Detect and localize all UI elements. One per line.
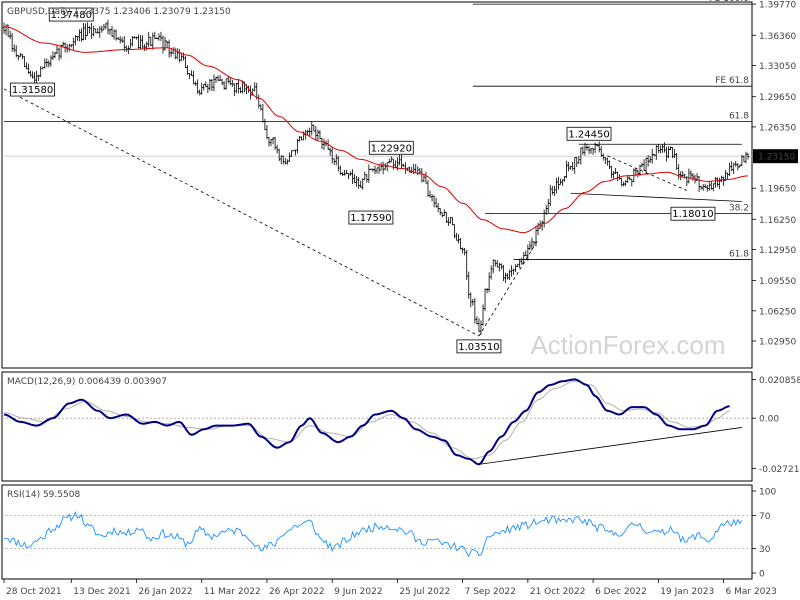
price-annotation-label: 1.03510 bbox=[458, 342, 499, 353]
price-title: GBPUSD,Daily 1.23375 1.23406 1.23079 1.2… bbox=[7, 7, 231, 17]
macd-trendline bbox=[478, 427, 742, 465]
watermark: ActionForex.com bbox=[530, 330, 725, 360]
price-annotation-box bbox=[368, 140, 414, 155]
price-axis-tick-label: 1.26350 bbox=[759, 123, 796, 133]
price-annotation-label: 1.22920 bbox=[371, 143, 412, 154]
current-price-label: 1.23150 bbox=[758, 153, 795, 163]
rsi-axis-tick-label: 100 bbox=[759, 488, 776, 498]
macd-axis-tick-label: 0.020858 bbox=[759, 376, 800, 386]
price-axis-tick-label: 1.29650 bbox=[759, 93, 796, 103]
price-axis-tick-label: 1.06250 bbox=[759, 307, 796, 317]
rsi-axis-tick-label: 0 bbox=[759, 570, 765, 580]
level-label-0: FE 100.0 bbox=[710, 0, 750, 4]
x-axis-tick-label: 13 Dec 2021 bbox=[73, 587, 130, 597]
price-annotation-box bbox=[566, 126, 612, 141]
moving-average-line bbox=[3, 26, 749, 234]
price-axis-tick-label: 1.39770 bbox=[759, 1, 796, 11]
price-annotation-box bbox=[348, 210, 394, 225]
rsi-line bbox=[3, 510, 743, 558]
trendline-1 bbox=[478, 239, 539, 337]
price-annotation-box bbox=[48, 7, 94, 22]
level-label-5: 61.8 bbox=[729, 250, 749, 260]
x-axis-tick-label: 26 Jan 2022 bbox=[138, 587, 192, 597]
price-annotation-label: 1.31580 bbox=[12, 85, 53, 96]
price-panel bbox=[1, 1, 753, 369]
price-axis-tick-label: 1.33050 bbox=[759, 62, 796, 72]
price-annotation-box bbox=[670, 206, 716, 221]
x-axis-tick-label: 11 Mar 2022 bbox=[204, 587, 261, 597]
macd-title: MACD(12,26,9) 0.006439 0.003907 bbox=[7, 377, 167, 387]
price-axis-tick-label: 1.12950 bbox=[759, 246, 796, 256]
macd-axis-tick-label: -0.027213 bbox=[759, 465, 800, 475]
price-annotation-box bbox=[456, 339, 502, 354]
x-axis-tick-label: 19 Jan 2023 bbox=[660, 587, 714, 597]
level-label-1: FE 61.8 bbox=[715, 76, 749, 86]
price-annotation-label: 1.18010 bbox=[672, 209, 713, 220]
x-axis-tick-label: 9 Jun 2022 bbox=[334, 587, 382, 597]
macd-line bbox=[3, 378, 730, 466]
price-axis-tick-label: 1.36360 bbox=[759, 32, 796, 42]
rsi-axis-tick-label: 30 bbox=[759, 545, 771, 555]
level-label-2: 61.8 bbox=[729, 111, 749, 121]
price-annotation-label: 1.24450 bbox=[568, 129, 609, 140]
trendline-0 bbox=[3, 88, 480, 337]
x-axis-tick-label: 25 Jul 2022 bbox=[399, 587, 450, 597]
x-axis-tick-label: 21 Oct 2022 bbox=[530, 587, 586, 597]
price-axis-tick-label: 1.02950 bbox=[759, 338, 796, 348]
level-label-4: 38.2 bbox=[729, 203, 749, 213]
current-price-tag bbox=[753, 149, 798, 164]
rsi-title: RSI(14) 59.5508 bbox=[7, 490, 80, 500]
price-axis-tick-label: 1.09550 bbox=[759, 277, 796, 287]
x-axis-tick-label: 6 Dec 2022 bbox=[595, 587, 647, 597]
x-axis-tick-label: 26 Apr 2022 bbox=[269, 587, 325, 597]
price-annotation-label: 1.17590 bbox=[350, 213, 391, 224]
macd-axis-tick-label: 0.00 bbox=[759, 415, 779, 425]
ohlc-bar bbox=[746, 153, 750, 160]
rsi-axis-tick-label: 70 bbox=[759, 512, 771, 522]
ohlc-bars bbox=[2, 19, 750, 335]
trendline-2 bbox=[607, 155, 688, 191]
x-axis-tick-label: 28 Oct 2021 bbox=[6, 587, 62, 597]
trendline-4 bbox=[570, 192, 742, 202]
price-annotation-box bbox=[10, 82, 55, 97]
price-axis-tick-label: 1.16250 bbox=[759, 216, 796, 226]
rsi-panel bbox=[1, 484, 753, 580]
x-axis-tick-label: 6 Mar 2023 bbox=[726, 587, 777, 597]
price-axis-tick-label: 1.19650 bbox=[759, 185, 796, 195]
x-axis-tick-label: 7 Sep 2022 bbox=[465, 587, 516, 597]
macd-panel bbox=[1, 371, 753, 482]
price-annotation-label: 1.37480 bbox=[51, 10, 92, 21]
